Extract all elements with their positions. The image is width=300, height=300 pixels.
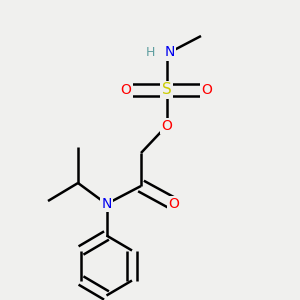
Text: N: N: [165, 46, 175, 59]
Text: O: O: [202, 83, 212, 97]
Text: H: H: [145, 46, 155, 59]
Text: O: O: [121, 83, 131, 97]
Text: N: N: [101, 197, 112, 211]
Text: S: S: [162, 82, 171, 98]
Text: O: O: [161, 119, 172, 133]
Text: O: O: [169, 197, 179, 211]
